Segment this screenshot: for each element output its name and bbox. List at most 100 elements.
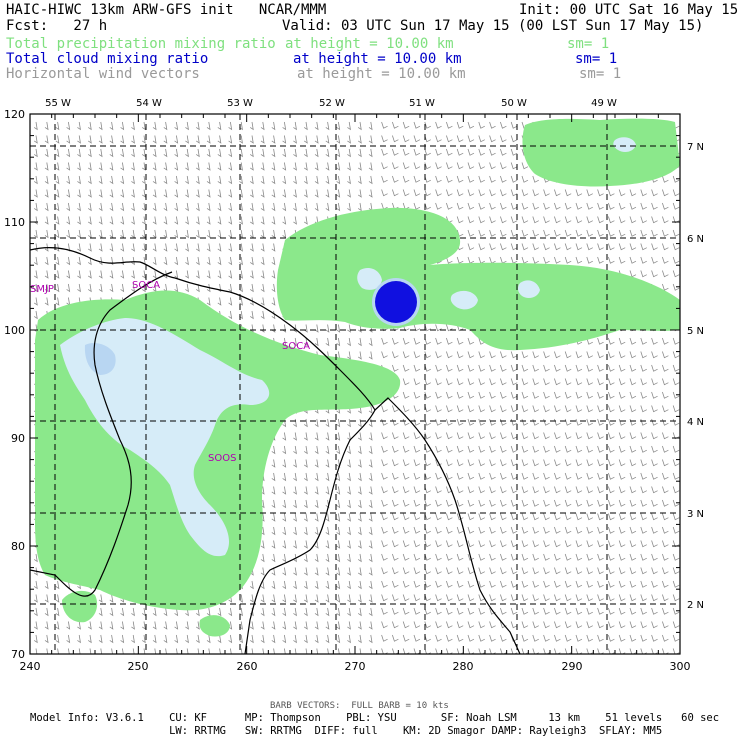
wind-barb <box>271 580 276 590</box>
wind-barb <box>185 270 189 279</box>
wind-barb <box>163 121 168 131</box>
wind-barb <box>195 243 200 252</box>
wind-barb <box>543 567 550 575</box>
wind-barb <box>271 148 276 158</box>
wind-barb <box>435 513 442 521</box>
wind-barb <box>141 148 146 158</box>
wind-barb <box>651 648 658 654</box>
wind-barb <box>402 351 410 359</box>
wind-barb <box>228 216 233 225</box>
wind-barb <box>98 256 103 266</box>
wind-barb <box>413 634 421 642</box>
wind-barb <box>413 499 421 507</box>
wind-barb <box>575 540 583 548</box>
wind-barb <box>413 445 421 453</box>
wind-barb <box>413 162 421 170</box>
wind-barb <box>597 648 604 654</box>
wind-barb <box>413 364 421 372</box>
wind-barb <box>282 135 287 144</box>
wind-barb <box>381 621 388 629</box>
wind-barb <box>435 459 442 467</box>
wind-barb <box>196 648 200 654</box>
wind-barb <box>120 634 125 644</box>
wind-barb <box>640 445 647 453</box>
wind-barb <box>500 216 507 224</box>
wind-barb <box>532 634 539 642</box>
wind-barb <box>33 270 38 279</box>
wind-barb <box>478 405 485 413</box>
wind-barb <box>500 486 507 494</box>
wind-barb <box>456 648 464 654</box>
wind-barb <box>392 648 399 654</box>
wind-barb <box>532 432 539 440</box>
wind-barb <box>347 499 351 509</box>
wind-barb <box>532 648 539 654</box>
wind-barb <box>293 459 297 468</box>
wind-barb <box>424 567 431 575</box>
wind-barb <box>314 337 319 347</box>
wind-barb <box>347 553 351 563</box>
wind-barb <box>597 256 604 264</box>
wind-barb <box>456 472 464 480</box>
wind-barb <box>185 621 189 630</box>
wind-barb <box>282 499 287 509</box>
wind-barb <box>357 594 362 603</box>
wind-barb <box>672 580 680 588</box>
wind-barb <box>446 580 453 588</box>
wind-barb <box>368 162 373 171</box>
wind-barb <box>131 202 135 212</box>
wind-barb <box>564 567 572 575</box>
wind-barb <box>446 486 453 494</box>
wind-barb <box>672 189 680 197</box>
wind-barb <box>402 472 410 480</box>
wind-barb <box>228 175 233 185</box>
wind-barb <box>185 202 189 212</box>
wind-barb <box>586 432 593 440</box>
wind-barb <box>55 283 60 293</box>
wind-barb <box>575 513 583 521</box>
wind-barb <box>402 391 410 399</box>
wind-barb <box>217 148 222 158</box>
wind-barb <box>586 553 593 561</box>
wind-barb <box>467 580 475 588</box>
wind-barb <box>392 580 399 588</box>
wind-barb <box>564 256 572 264</box>
wind-barb <box>500 405 507 413</box>
wind-barb <box>543 499 550 507</box>
wind-barb <box>618 540 626 548</box>
wind-barb <box>131 175 135 185</box>
wind-barb <box>564 648 572 654</box>
wind-barb <box>402 135 410 143</box>
wind-barb <box>629 580 637 588</box>
wind-barb <box>478 243 485 251</box>
wind-barb <box>206 648 211 654</box>
wind-barb <box>467 256 475 264</box>
wind-barb <box>336 324 341 333</box>
wind-barb <box>456 594 464 602</box>
wind-barb <box>336 202 341 212</box>
wind-barb <box>510 378 518 386</box>
wind-barb <box>303 337 308 347</box>
wind-barb <box>413 135 421 143</box>
wind-barb <box>314 621 319 630</box>
wind-barb <box>55 243 60 252</box>
wind-barb <box>368 648 373 654</box>
wind-barb <box>282 472 287 482</box>
wind-barb <box>640 189 647 197</box>
wind-barb <box>554 486 561 494</box>
wind-barb <box>651 567 658 575</box>
wind-barb <box>303 526 308 536</box>
wind-barb <box>271 513 276 522</box>
wind-barb <box>293 202 297 212</box>
wind-barb <box>77 189 81 198</box>
wind-barb <box>163 634 168 644</box>
wind-barb <box>131 229 135 239</box>
wind-barb <box>206 216 211 225</box>
wind-barb <box>510 540 518 548</box>
wind-barb <box>640 486 647 494</box>
wind-barb <box>456 405 464 413</box>
wind-barb <box>564 202 572 210</box>
wind-barb <box>357 499 362 509</box>
wind-barb <box>195 621 200 630</box>
field3-name: Horizontal wind vectors <box>6 66 200 82</box>
